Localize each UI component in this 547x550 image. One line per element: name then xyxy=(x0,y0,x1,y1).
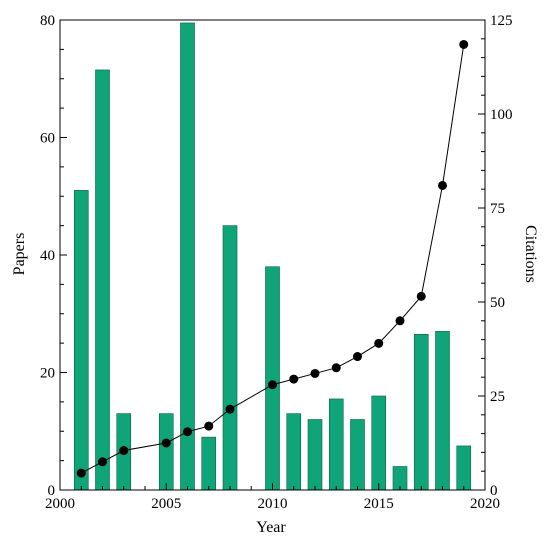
citation-point-2018 xyxy=(438,180,447,190)
citation-point-2005 xyxy=(161,438,171,448)
citation-point-2012 xyxy=(310,368,320,378)
right-tick-label: 0 xyxy=(490,483,498,499)
citation-point-2008 xyxy=(225,404,235,414)
paper-bar-2002 xyxy=(95,69,110,491)
paper-bar-2005 xyxy=(158,413,174,491)
citation-point-2001 xyxy=(76,468,86,478)
paper-bar-2008 xyxy=(222,225,238,491)
right-tick-label: 100 xyxy=(490,107,513,123)
paper-bar-2001 xyxy=(73,190,89,491)
x-tick-label: 2010 xyxy=(258,496,288,512)
paper-bar-2006 xyxy=(180,22,195,491)
paper-bar-2011 xyxy=(286,413,302,491)
paper-bars xyxy=(73,22,472,491)
left-axis-title: Papers xyxy=(11,233,28,276)
paper-bar-2017 xyxy=(413,334,429,491)
right-tick-label: 125 xyxy=(490,13,513,29)
citation-series xyxy=(76,39,469,478)
citation-point-2003 xyxy=(119,446,129,456)
x-tick-label: 2020 xyxy=(470,496,500,512)
citation-point-2013 xyxy=(331,363,341,373)
x-tick-label: 2000 xyxy=(45,496,75,512)
citation-point-2002 xyxy=(98,457,107,467)
right-tick-label: 25 xyxy=(490,389,505,405)
paper-bar-2012 xyxy=(307,419,323,491)
right-axis-title: Citations xyxy=(522,225,539,283)
x-axis-title: Year xyxy=(256,519,286,536)
citation-point-2017 xyxy=(416,291,426,301)
paper-bar-2018 xyxy=(435,331,450,491)
left-tick-label: 20 xyxy=(40,366,55,382)
left-tick-label: 80 xyxy=(40,13,55,29)
x-tick-label: 2015 xyxy=(364,496,394,512)
paper-bar-2013 xyxy=(328,398,344,491)
citation-point-2014 xyxy=(353,352,362,362)
citation-point-2006 xyxy=(183,427,192,437)
citation-point-2010 xyxy=(268,380,277,390)
left-tick-label: 40 xyxy=(40,248,55,264)
right-tick-label: 75 xyxy=(490,201,505,217)
citation-point-2011 xyxy=(289,374,299,384)
left-tick-label: 60 xyxy=(40,131,55,147)
paper-bar-2019 xyxy=(456,445,472,491)
x-tick-label: 2005 xyxy=(151,496,181,512)
paper-bar-2015 xyxy=(371,395,387,491)
left-tick-label: 0 xyxy=(48,483,56,499)
citation-point-2016 xyxy=(395,316,405,326)
citation-point-2015 xyxy=(374,338,384,348)
right-tick-label: 50 xyxy=(490,295,505,311)
citation-point-2019 xyxy=(459,39,469,49)
paper-bar-2007 xyxy=(201,436,217,491)
ticks: 2000 2005 2010 2015 202002040608002550751001… xyxy=(40,13,513,512)
paper-bar-2010 xyxy=(265,266,280,491)
paper-bar-2014 xyxy=(350,419,365,491)
citation-point-2007 xyxy=(204,421,214,431)
